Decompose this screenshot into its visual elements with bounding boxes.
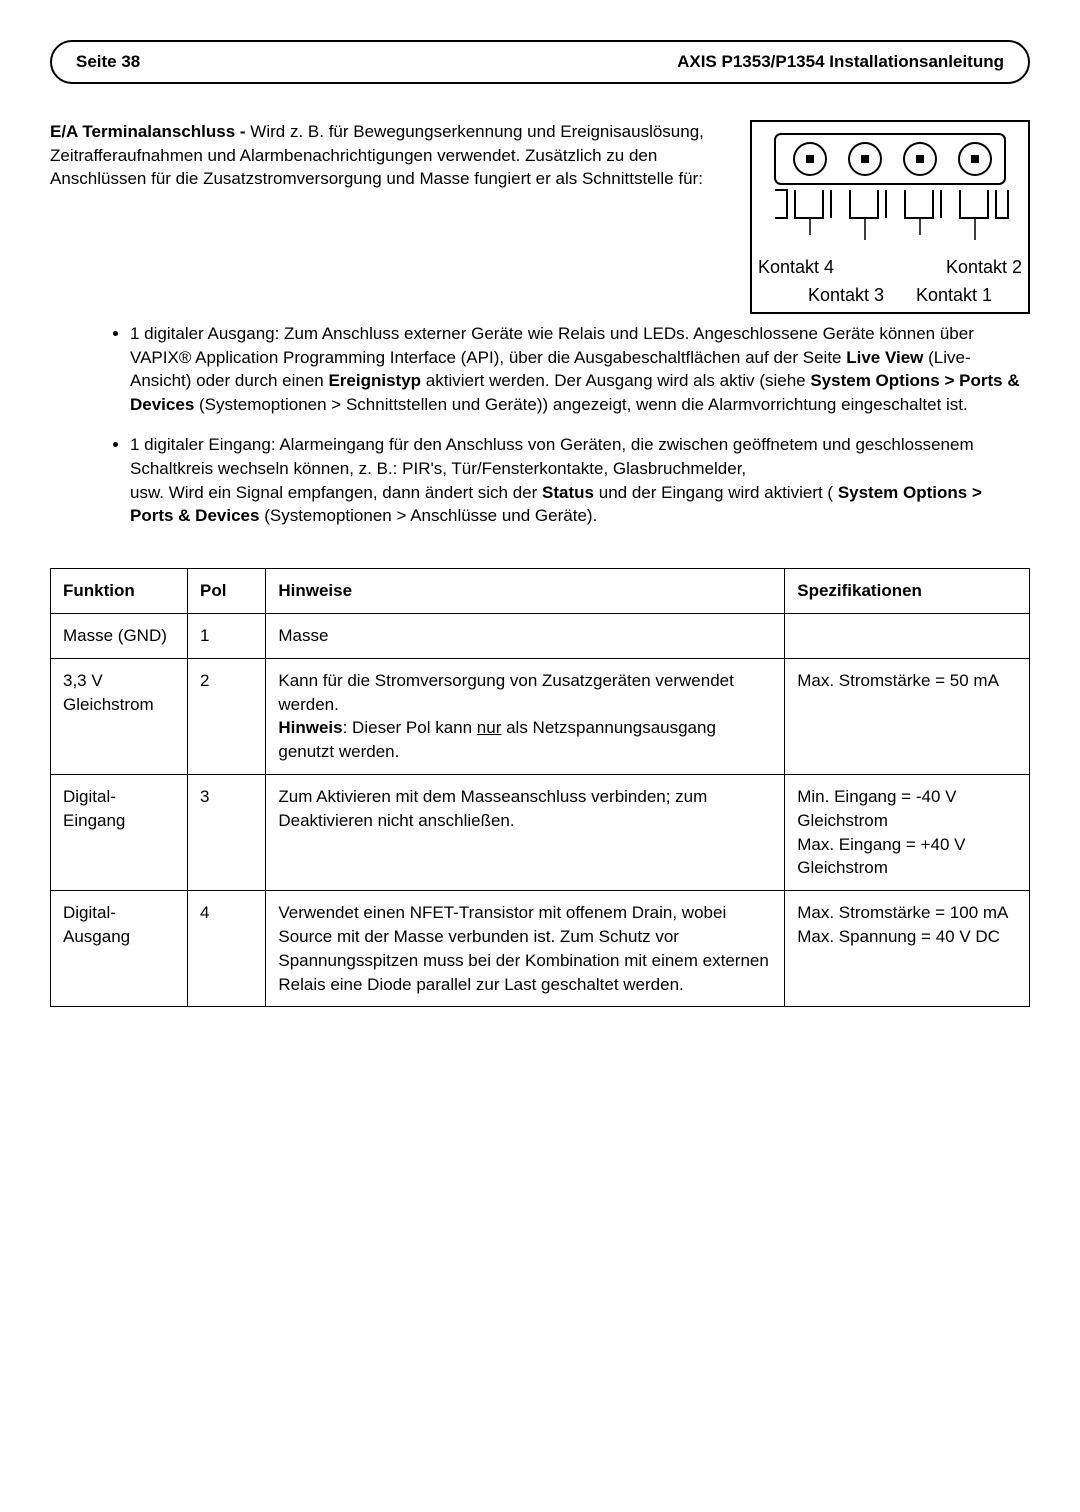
table-row: Masse (GND) 1 Masse [51, 613, 1030, 658]
connector-diagram: Kontakt 4 Kontakt 2 Kontakt 3 Kontakt 1 [750, 120, 1030, 314]
page-number: Seite 38 [76, 50, 140, 74]
cell-pol: 1 [188, 613, 266, 658]
bullet-input: 1 digitaler Eingang: Alarmeingang für de… [130, 433, 1030, 528]
table-row: Digital-Eingang 3 Zum Aktivieren mit dem… [51, 774, 1030, 890]
intro-heading: E/A Terminalanschluss - [50, 122, 246, 141]
bullet-output: 1 digitaler Ausgang: Zum Anschluss exter… [130, 322, 1030, 417]
text: Kann für die Stromversorgung von Zusatzg… [278, 671, 733, 714]
intro-section: E/A Terminalanschluss - Wird z. B. für B… [50, 120, 1030, 314]
cell-pol: 3 [188, 774, 266, 890]
cell-pol: 4 [188, 891, 266, 1007]
cell-funktion: Masse (GND) [51, 613, 188, 658]
kontakt-4-label: Kontakt 4 [758, 255, 834, 280]
text: und der Eingang wird aktiviert ( [599, 483, 833, 502]
intro-text: E/A Terminalanschluss - Wird z. B. für B… [50, 120, 730, 314]
event-type-label: Ereignistyp [328, 371, 421, 390]
cell-spez: Max. Stromstärke = 100 mA Max. Spannung … [785, 891, 1030, 1007]
connector-graphic: Kontakt 4 Kontakt 2 Kontakt 3 Kontakt 1 [750, 120, 1030, 314]
live-view-label: Live View [846, 348, 923, 367]
cell-spez: Max. Stromstärke = 50 mA [785, 658, 1030, 774]
text: aktiviert werden. Der Ausgang wird als a… [426, 371, 811, 390]
col-spez: Spezifikationen [785, 569, 1030, 614]
feature-list: 1 digitaler Ausgang: Zum Anschluss exter… [50, 322, 1030, 528]
cell-hinweise: Zum Aktivieren mit dem Masseanschluss ve… [266, 774, 785, 890]
table-row: 3,3 V Gleichstrom 2 Kann für die Stromve… [51, 658, 1030, 774]
status-label: Status [542, 483, 594, 502]
cell-hinweise: Verwendet einen NFET-Transistor mit offe… [266, 891, 785, 1007]
table-header-row: Funktion Pol Hinweise Spezifikationen [51, 569, 1030, 614]
page-header: Seite 38 AXIS P1353/P1354 Installationsa… [50, 40, 1030, 84]
cell-hinweise: Kann für die Stromversorgung von Zusatzg… [266, 658, 785, 774]
cell-funktion: 3,3 V Gleichstrom [51, 658, 188, 774]
text: : Dieser Pol kann [343, 718, 477, 737]
cell-spez [785, 613, 1030, 658]
cell-funktion: Digital-Eingang [51, 774, 188, 890]
kontakt-3-label: Kontakt 3 [808, 283, 884, 308]
table-row: Digital-Ausgang 4 Verwendet einen NFET-T… [51, 891, 1030, 1007]
text: usw. Wird ein Signal empfangen, dann änd… [130, 483, 542, 502]
cell-funktion: Digital-Ausgang [51, 891, 188, 1007]
hinweis-label: Hinweis [278, 718, 342, 737]
col-hinweise: Hinweise [266, 569, 785, 614]
text: (Systemoptionen > Anschlüsse und Geräte)… [264, 506, 597, 525]
underline-nur: nur [477, 718, 502, 737]
col-pol: Pol [188, 569, 266, 614]
kontakt-2-label: Kontakt 2 [946, 255, 1022, 280]
text: 1 digitaler Eingang: Alarmeingang für de… [130, 435, 974, 478]
cell-hinweise: Masse [266, 613, 785, 658]
cell-spez: Min. Eingang = -40 V Gleichstrom Max. Ei… [785, 774, 1030, 890]
terminal-spec-table: Funktion Pol Hinweise Spezifikationen Ma… [50, 568, 1030, 1007]
cell-pol: 2 [188, 658, 266, 774]
connector-svg [765, 130, 1015, 240]
kontakt-1-label: Kontakt 1 [916, 283, 992, 308]
doc-title: AXIS P1353/P1354 Installationsanleitung [677, 50, 1004, 74]
text: (Systemoptionen > Schnittstellen und Ger… [199, 395, 968, 414]
col-funktion: Funktion [51, 569, 188, 614]
